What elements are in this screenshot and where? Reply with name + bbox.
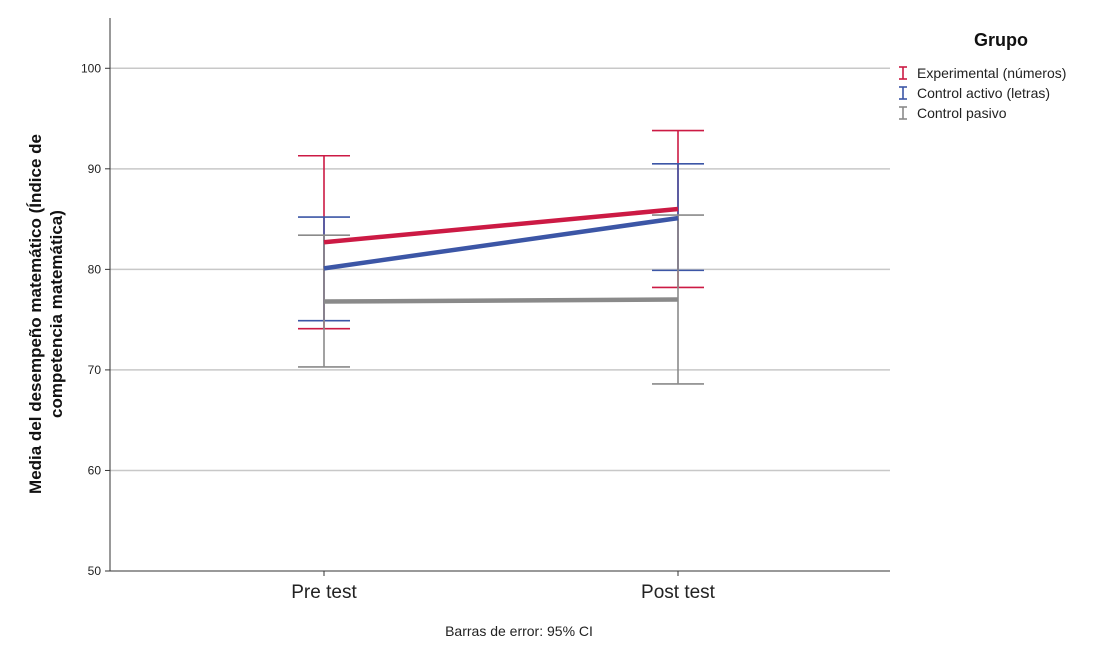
series-line-0 xyxy=(323,206,679,245)
y-tick-label: 50 xyxy=(88,564,102,578)
series-line-2 xyxy=(323,297,679,304)
y-tick-label: 80 xyxy=(88,262,102,276)
y-tick-label: 60 xyxy=(88,463,102,477)
y-axis-label-line-2: competencia matemática) xyxy=(47,210,66,418)
x-tick-label: Post test xyxy=(641,582,716,603)
series-lines xyxy=(323,206,679,304)
legend: Grupo Experimental (números) Control acti… xyxy=(899,30,1066,121)
legend-label-0: Experimental (números) xyxy=(917,65,1066,81)
y-tick-label: 70 xyxy=(88,363,102,377)
y-tick-label: 90 xyxy=(88,162,102,176)
series-line-1 xyxy=(323,215,679,271)
gridlines xyxy=(110,67,890,472)
y-tick-label: 100 xyxy=(81,61,101,75)
x-tick-label: Pre test xyxy=(291,582,357,603)
axis-labels: Media del desempeño matemático (Índice d… xyxy=(26,134,593,639)
error-bar-footnote: Barras de error: 95% CI xyxy=(445,623,593,639)
legend-label-2: Control pasivo xyxy=(917,105,1007,121)
axes: 50 60 70 80 90 100 Pre test Post test xyxy=(81,18,890,603)
legend-label-1: Control activo (letras) xyxy=(917,85,1050,101)
legend-title: Grupo xyxy=(974,30,1028,50)
y-axis-label-line-1: Media del desempeño matemático (Índice d… xyxy=(26,134,45,494)
